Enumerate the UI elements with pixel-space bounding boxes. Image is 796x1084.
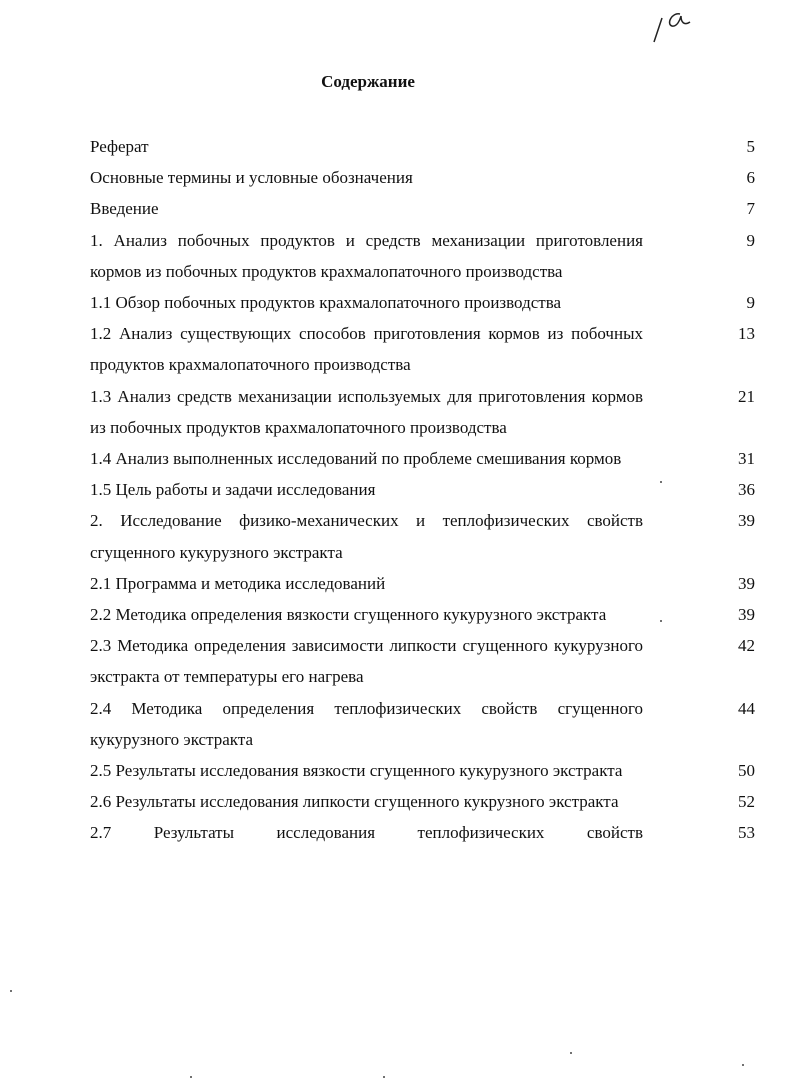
- toc-entry: 1.1 Обзор побочных продуктов крахмалопат…: [90, 287, 755, 318]
- toc-entry: 2. Исследование физико-механических и те…: [90, 505, 755, 567]
- toc-entry-text: 2.2 Методика определения вязкости сгущен…: [90, 605, 607, 625]
- scan-speck: [383, 1076, 385, 1078]
- toc-entry-text: 1. Анализ побочных продуктов и средств м…: [90, 230, 643, 281]
- toc-entry-page: 36: [738, 480, 755, 500]
- handwritten-page-mark: [653, 13, 691, 43]
- toc-entry: 2.6 Результаты исследования липкости сгу…: [90, 786, 755, 817]
- toc-entry-text: 1.1 Обзор побочных продуктов крахмалопат…: [90, 293, 562, 313]
- table-of-contents: Реферат 5 Основные термины и условные обо…: [90, 131, 755, 849]
- toc-entry-page: 50: [738, 761, 755, 781]
- toc-entry-page: 5: [746, 137, 756, 156]
- scan-speck: [570, 1052, 572, 1054]
- toc-entry-text: 1.4 Анализ выполненных исследований по п…: [90, 449, 622, 469]
- toc-entry: Введение 7: [90, 193, 755, 224]
- toc-entry-page: 44: [738, 698, 755, 718]
- toc-entry-page: 9: [746, 230, 756, 250]
- toc-entry-page: 7: [746, 199, 756, 219]
- scan-speck: [742, 1064, 744, 1066]
- toc-entry-text: 1.2 Анализ существующих способов пригото…: [90, 324, 643, 375]
- toc-entry: 1.4 Анализ выполненных исследований по п…: [90, 443, 755, 474]
- toc-entry-page: 52: [738, 792, 755, 812]
- scan-speck: [190, 1076, 192, 1078]
- scan-speck: [741, 457, 743, 459]
- toc-entry: 2.4 Методика определения теплофизических…: [90, 693, 755, 755]
- toc-entry-text: 1.3 Анализ средств механизации используе…: [90, 386, 643, 437]
- toc-entry: 2.5 Результаты исследования вязкости сгу…: [90, 755, 755, 786]
- toc-entry-text: Основные термины и условные обозначения: [90, 168, 413, 188]
- toc-entry-page: 6: [746, 168, 756, 188]
- toc-entry-text: 1.5 Цель работы и задачи исследования: [90, 480, 376, 500]
- toc-entry-page: 31: [738, 449, 755, 469]
- scan-speck: [660, 481, 662, 483]
- toc-entry-page: 13: [738, 324, 755, 344]
- toc-entry-text: Введение: [90, 199, 159, 219]
- toc-entry-text: 2.4 Методика определения теплофизических…: [90, 698, 643, 749]
- page-title: Содержание: [321, 72, 415, 91]
- toc-entry-text: Реферат: [90, 137, 149, 156]
- toc-entry: 1.2 Анализ существующих способов пригото…: [90, 318, 755, 380]
- toc-entry-page: 21: [738, 386, 755, 406]
- toc-entry-page: 39: [738, 511, 755, 531]
- toc-entry-text: 2.5 Результаты исследования вязкости сгу…: [90, 761, 623, 781]
- toc-entry-page: 39: [738, 605, 755, 625]
- toc-entry: 2.1 Программа и методика исследований 39: [90, 568, 755, 599]
- toc-entry: Реферат 5: [90, 131, 755, 162]
- toc-entry-text: 2.1 Программа и методика исследований: [90, 573, 386, 593]
- toc-entry-text: 2.3 Методика определения зависимости лип…: [90, 636, 643, 687]
- toc-entry-page: 39: [738, 573, 755, 593]
- toc-entry: Основные термины и условные обозначения 6: [90, 162, 755, 193]
- toc-entry-page: 42: [738, 636, 755, 656]
- toc-entry: 2.3 Методика определения зависимости лип…: [90, 630, 755, 692]
- scan-speck: [660, 620, 662, 622]
- scan-speck: [10, 990, 12, 992]
- toc-entry: 1. Анализ побочных продуктов и средств м…: [90, 225, 755, 287]
- toc-entry: 1.5 Цель работы и задачи исследования 36: [90, 474, 755, 505]
- toc-entry: 2.2 Методика определения вязкости сгущен…: [90, 599, 755, 630]
- toc-entry-text: 2.6 Результаты исследования липкости сгу…: [90, 792, 619, 812]
- toc-entry: 2.7 Результаты исследования теплофизичес…: [90, 817, 755, 848]
- toc-entry-page: 9: [746, 293, 756, 313]
- toc-entry: 1.3 Анализ средств механизации используе…: [90, 381, 755, 443]
- toc-entry-page: 53: [738, 823, 755, 843]
- toc-entry-text: 2.7 Результаты исследования теплофизичес…: [90, 823, 643, 843]
- toc-entry-text: 2. Исследование физико-механических и те…: [90, 511, 643, 562]
